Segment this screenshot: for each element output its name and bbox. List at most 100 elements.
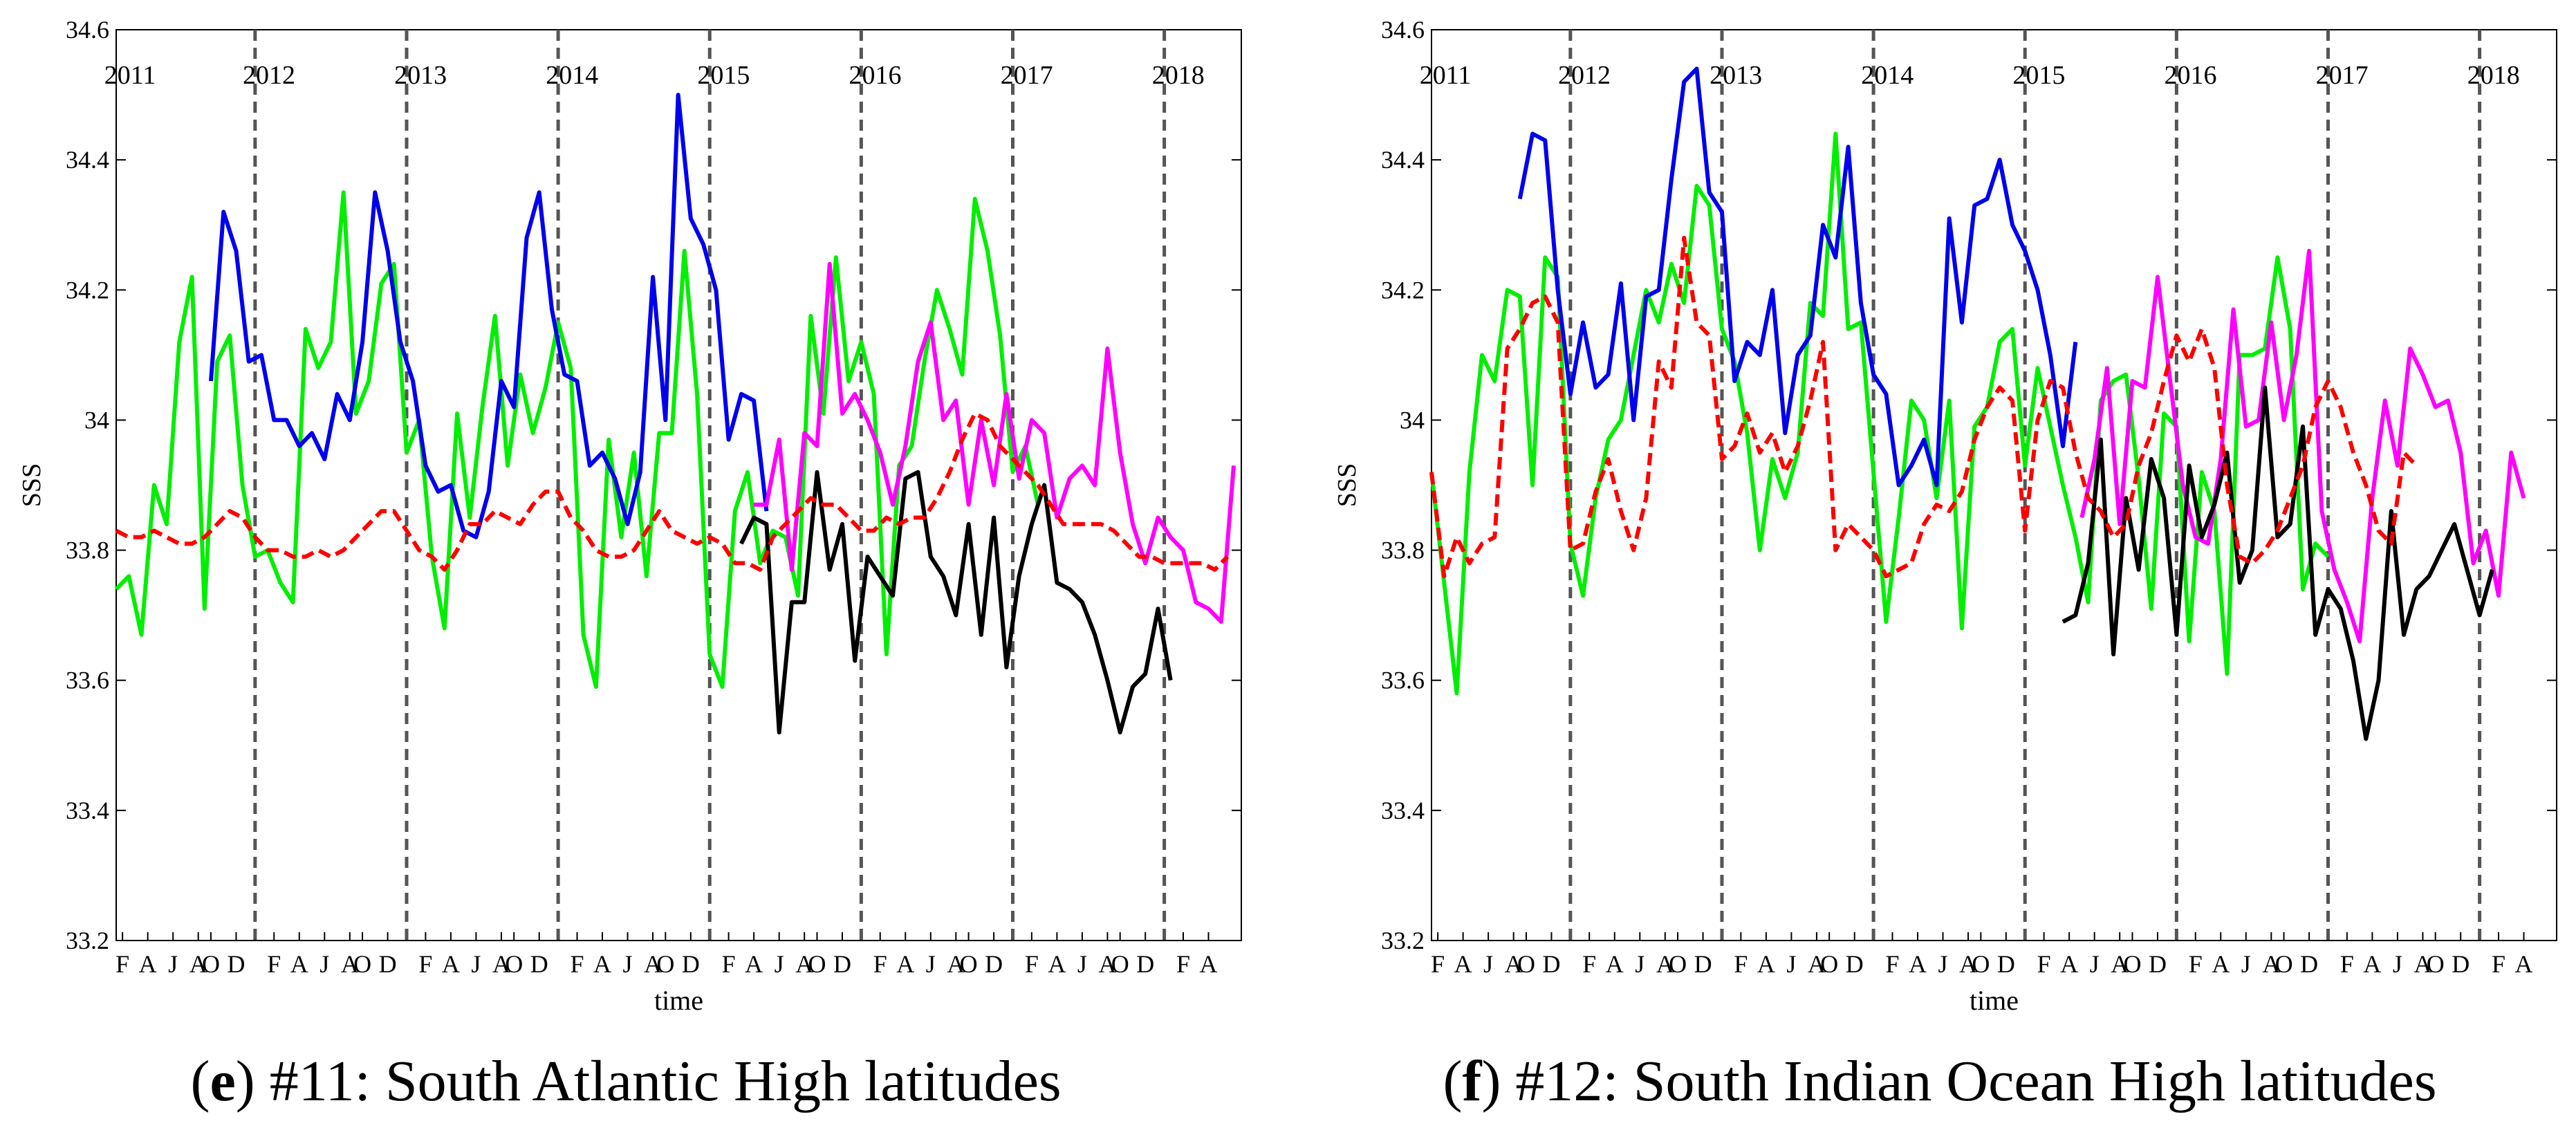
x-tick-label: O xyxy=(505,950,523,978)
y-tick-label: 33.4 xyxy=(66,797,109,824)
x-tick-label: D xyxy=(985,950,1003,978)
x-tick-label: O xyxy=(1972,950,1990,978)
series-line-blue xyxy=(1517,66,2078,488)
x-tick-label: D xyxy=(1136,950,1154,978)
x-tick-label: A xyxy=(341,950,359,978)
x-tick-label: J xyxy=(1483,950,1493,978)
year-label: 2016 xyxy=(849,61,901,90)
x-tick-label: F xyxy=(570,950,584,978)
x-tick-label: A xyxy=(2515,950,2533,978)
x-tick-label: A xyxy=(1959,950,1977,978)
y-tick-label: 33.4 xyxy=(1381,797,1425,824)
x-tick-label: O xyxy=(1111,950,1129,978)
x-tick-label: A xyxy=(189,950,207,978)
x-tick-label: J xyxy=(2090,950,2100,978)
x-tick-label: J xyxy=(623,950,633,978)
y-tick-label: 33.6 xyxy=(66,667,109,694)
x-tick-label: J xyxy=(2393,950,2402,978)
panel-e-caption: (e) #11: South Atlantic High latitudes xyxy=(190,1049,1062,1113)
x-tick-label: A xyxy=(2262,950,2280,978)
x-tick-label: F xyxy=(1734,950,1748,978)
x-tick-label: D xyxy=(2300,950,2318,978)
x-tick-label: J xyxy=(168,950,178,978)
series-line-black xyxy=(739,470,1173,734)
series-line-green xyxy=(114,190,1040,689)
year-label: 2017 xyxy=(1001,61,1053,90)
year-label: 2013 xyxy=(394,61,447,90)
year-label: 2014 xyxy=(546,61,598,90)
x-tick-label: D xyxy=(1997,950,2015,978)
x-tick-label: F xyxy=(1885,950,1899,978)
x-tick-label: J xyxy=(471,950,481,978)
x-tick-label: A xyxy=(2363,950,2381,978)
y-tick-label: 34.6 xyxy=(66,16,109,44)
x-tick-label: D xyxy=(682,950,700,978)
x-tick-label: O xyxy=(656,950,674,978)
x-tick-label: A xyxy=(1454,950,1472,978)
x-tick-label: A xyxy=(1757,950,1775,978)
y-tick-label: 34.6 xyxy=(1381,16,1425,44)
x-tick-label: A xyxy=(1098,950,1116,978)
x-tick-label: D xyxy=(379,950,397,978)
x-tick-label: F xyxy=(2492,950,2505,978)
x-tick-label: J xyxy=(1938,950,1948,978)
x-tick-label: A xyxy=(1048,950,1066,978)
x-tick-label: A xyxy=(2212,950,2230,978)
panel-f-chart: 33.2 33.4 33.6 33.8 34 34.2 34.4 34.6 2011 2012 20… xyxy=(1333,16,2557,1016)
x-axis-title: time xyxy=(1970,985,2019,1016)
x-tick-label: D xyxy=(833,950,851,978)
y-tick-label: 34 xyxy=(1400,406,1425,434)
x-tick-label: A xyxy=(1200,950,1218,978)
x-tick-label: A xyxy=(1505,950,1523,978)
x-tick-label: F xyxy=(722,950,736,978)
x-tick-label: A xyxy=(795,950,813,978)
series-line-blue xyxy=(209,93,769,539)
x-tick-label: F xyxy=(873,950,887,978)
plot-frame xyxy=(115,29,1242,941)
panel-f-caption: (f) #12: South Indian Ocean High latitud… xyxy=(1443,1049,2437,1113)
x-tick-label: D xyxy=(1542,950,1560,978)
x-tick-label: F xyxy=(418,950,432,978)
x-tick-label: D xyxy=(1846,950,1864,978)
series-line-magenta xyxy=(2079,248,2526,644)
x-tick-label: A xyxy=(1606,950,1624,978)
y-tick-label: 33.2 xyxy=(66,927,109,954)
x-tick-label: F xyxy=(1431,950,1445,978)
x-tick-label: D xyxy=(530,950,548,978)
year-label: 2017 xyxy=(2316,61,2369,90)
series-line-green xyxy=(1429,131,2330,696)
x-tick-label: J xyxy=(775,950,784,978)
x-tick-label: J xyxy=(2241,950,2251,978)
x-tick-label: J xyxy=(1077,950,1087,978)
x-tick-label: A xyxy=(1909,950,1927,978)
x-tick-label: O xyxy=(960,950,978,978)
x-tick-label: A xyxy=(644,950,662,978)
x-tick-label: A xyxy=(492,950,510,978)
year-label: 2016 xyxy=(2164,61,2216,90)
x-tick-label: A xyxy=(2111,950,2129,978)
year-label: 2018 xyxy=(2467,61,2520,90)
y-tick-label: 34.4 xyxy=(66,146,109,174)
y-axis-title: SSS xyxy=(1333,463,1362,507)
year-label: 2015 xyxy=(2012,61,2065,90)
year-label: 2012 xyxy=(1558,61,1611,90)
x-tick-label: O xyxy=(808,950,826,978)
year-label: 2012 xyxy=(243,61,295,90)
x-tick-label: D xyxy=(2452,950,2470,978)
series-line-red-dashed xyxy=(1429,236,2418,579)
y-axis-title: SSS xyxy=(17,463,46,507)
series-line-red-dashed xyxy=(115,411,1230,572)
y-tick-label: 34.2 xyxy=(1381,276,1425,304)
x-tick-label: F xyxy=(115,950,129,978)
year-label: 2013 xyxy=(1709,61,1762,90)
x-tick-label: A xyxy=(2413,950,2431,978)
x-tick-label: A xyxy=(1808,950,1826,978)
series-line-magenta xyxy=(754,261,1236,624)
year-label: 2011 xyxy=(1420,61,1472,90)
x-tick-label: A xyxy=(896,950,914,978)
x-tick-label: F xyxy=(1176,950,1190,978)
x-tick-label: O xyxy=(1517,950,1535,978)
x-tick-label: A xyxy=(290,950,308,978)
x-tick-label: O xyxy=(2123,950,2141,978)
